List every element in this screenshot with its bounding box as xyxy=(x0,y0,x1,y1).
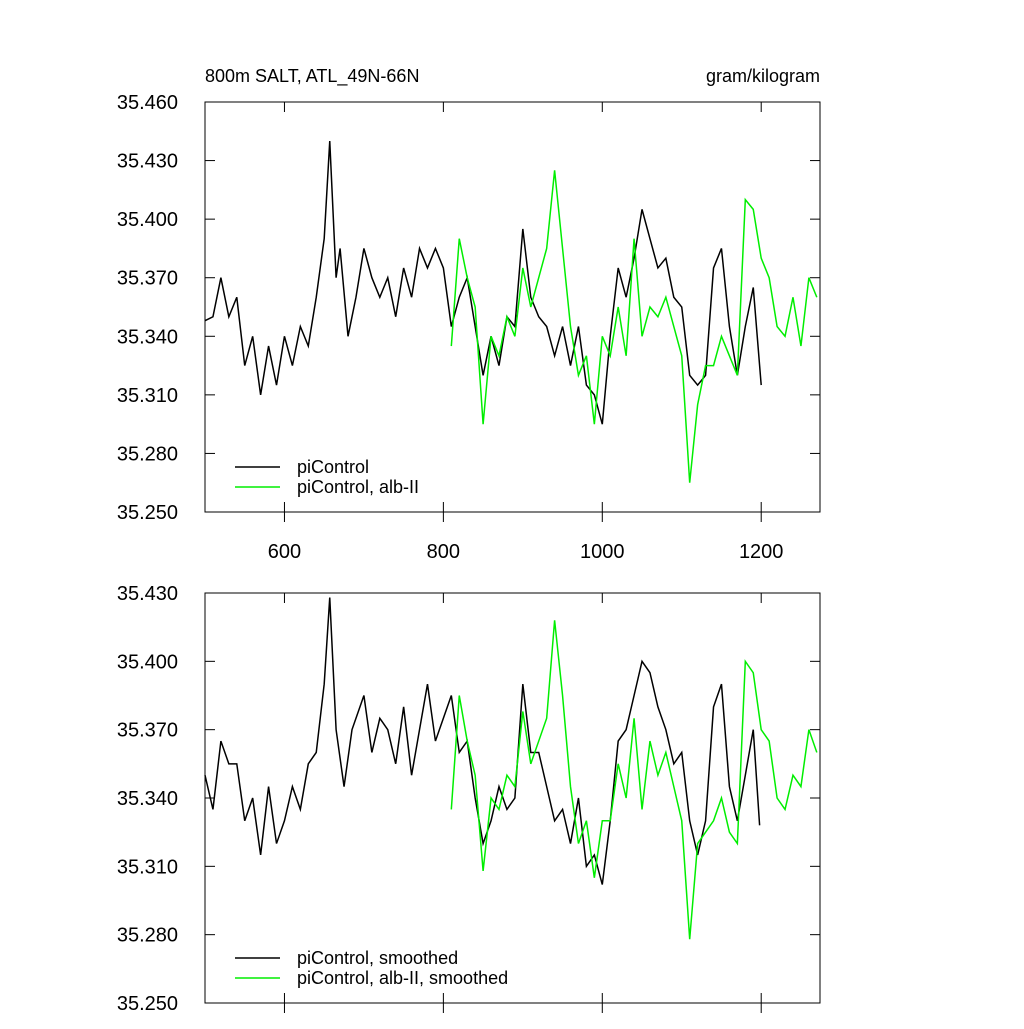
panel: 35.250 35.280 35.310 35.340 35.370 35.400 35.4… xyxy=(117,66,821,563)
series-line xyxy=(450,170,818,483)
legend-label: piControl, alb-II xyxy=(297,477,419,497)
y-tick-label: 35.310 xyxy=(117,385,178,407)
x-tick-label: 1000 xyxy=(580,541,625,563)
y-tick-label: 35.280 xyxy=(117,443,178,465)
legend-label: piControl, alb-II, smoothed xyxy=(297,968,508,988)
y-tick-label: 35.250 xyxy=(117,993,178,1015)
series-line xyxy=(204,141,762,425)
x-tick-label: 1200 xyxy=(739,541,784,563)
y-tick-label: 35.340 xyxy=(117,788,178,810)
y-tick-label: 35.310 xyxy=(117,856,178,878)
y-tick-label: 35.400 xyxy=(117,651,178,673)
legend-label: piControl xyxy=(297,457,369,477)
series-line xyxy=(450,620,818,940)
y-tick-label: 35.430 xyxy=(117,151,178,173)
y-tick-label: 35.340 xyxy=(117,326,178,348)
x-tick-label: 600 xyxy=(268,541,301,563)
chart-title: 800m SALT, ATL_49N-66N xyxy=(205,66,419,87)
plot-frame xyxy=(204,592,821,1004)
y-tick-label: 35.280 xyxy=(117,925,178,947)
y-tick-label: 35.430 xyxy=(117,583,178,605)
legend-label: piControl, smoothed xyxy=(297,948,458,968)
units-title: gram/kilogram xyxy=(706,66,820,86)
x-tick-label: 800 xyxy=(427,541,460,563)
panel: 35.250 35.280 35.310 35.340 35.370 35.400 35.4… xyxy=(117,583,821,1015)
plot-frame xyxy=(204,101,821,513)
y-tick-label: 35.460 xyxy=(117,92,178,114)
y-tick-label: 35.250 xyxy=(117,502,178,524)
series-line xyxy=(204,597,761,885)
y-tick-label: 35.370 xyxy=(117,268,178,290)
y-tick-label: 35.370 xyxy=(117,720,178,742)
y-tick-label: 35.400 xyxy=(117,209,178,231)
